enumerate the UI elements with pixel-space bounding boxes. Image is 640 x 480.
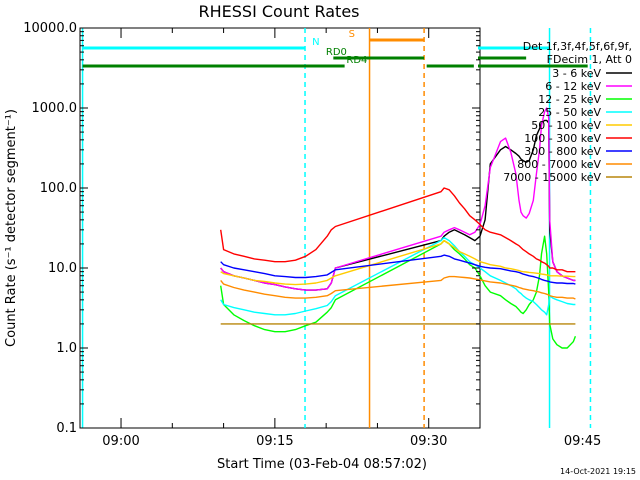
flag-bar-label: RD4 <box>346 55 367 66</box>
x-tick-label: 09:30 <box>410 434 447 449</box>
series-line <box>220 187 576 273</box>
legend-entry-label: 7000 - 15000 keV <box>503 171 601 184</box>
legend-entry-label: 3 - 6 keV <box>552 67 601 80</box>
y-tick-label: 10.0 <box>48 261 77 276</box>
legend-entry-label: 50 - 100 keV <box>531 119 601 132</box>
x-tick-label: 09:15 <box>256 434 293 449</box>
y-tick-label: 10000.0 <box>23 21 77 36</box>
y-tick-label: 1.0 <box>56 341 77 356</box>
series-line <box>220 235 577 349</box>
legend-entry-label: 12 - 25 keV <box>538 93 601 106</box>
legend: Det 1f,3f,4f,5f,6f,9f,FDecim 1, Att 03 -… <box>503 40 632 184</box>
x-tick-label: 09:45 <box>564 434 601 449</box>
legend-entry-label: 800 - 7000 keV <box>517 158 601 171</box>
y-tick-label: 1000.0 <box>32 101 78 116</box>
chart-title: RHESSI Count Rates <box>199 2 360 21</box>
series-line <box>220 254 576 285</box>
flag-bar-label: RD0 <box>326 47 347 58</box>
x-axis-label: Start Time (03-Feb-04 08:57:02) <box>217 457 427 472</box>
legend-entry-label: 100 - 300 keV <box>524 132 601 145</box>
y-tick-label: 0.1 <box>56 421 77 436</box>
plot-area-frame <box>79 27 481 429</box>
series-line <box>220 236 576 316</box>
legend-entry-label: 25 - 50 keV <box>538 106 601 119</box>
flag-bar-label: N <box>312 37 319 48</box>
series-line <box>220 107 576 291</box>
legend-header-line: Det 1f,3f,4f,5f,6f,9f, <box>523 40 632 53</box>
x-tick-label: 09:00 <box>102 434 139 449</box>
data-series <box>220 107 577 349</box>
timestamp: 14-Oct-2021 19:15 <box>560 467 636 476</box>
series-line <box>220 275 576 300</box>
flag-bar-label: S <box>349 29 355 40</box>
legend-entry-label: 6 - 12 keV <box>545 80 601 93</box>
y-axis: 0.1 1.0 10.0 100.0 1000.0 10000.0 <box>23 21 480 436</box>
legend-header-line: FDecim 1, Att 0 <box>547 53 632 66</box>
legend-entry-label: 300 - 800 keV <box>524 145 601 158</box>
series-line <box>220 239 576 286</box>
vertical-marker-lines <box>81 28 592 428</box>
y-tick-label: 100.0 <box>40 181 77 196</box>
y-axis-label: Count Rate (s⁻¹ detector segment⁻¹) <box>4 109 19 347</box>
